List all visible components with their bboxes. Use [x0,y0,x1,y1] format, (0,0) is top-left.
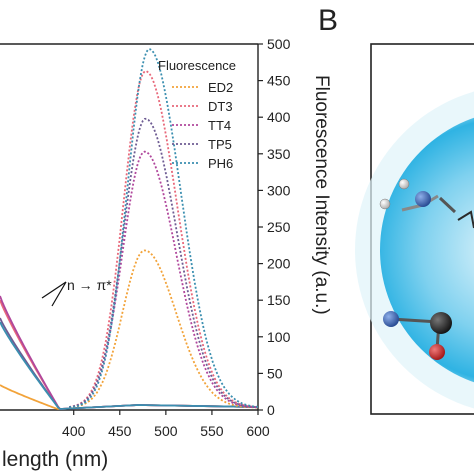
absorbance-line-2 [0,295,259,410]
bond [438,196,457,214]
legend: Fluorescence ED2 DT3 TT4 TP5 PH6 [158,58,236,171]
x-tick-label: 400 [62,423,86,439]
x-ticks: 400 450 500 550 600 [62,410,270,439]
panel-b-letter: B [318,4,338,37]
y-tick-label: 400 [267,109,291,125]
absorbance-line-3 [0,317,259,410]
legend-label-dt3: DT3 [208,99,233,114]
y-tick-label: 450 [267,73,291,89]
atom-h [398,178,410,190]
fluorescence-line-dt3 [68,70,258,409]
annotation-label: n → π* [67,277,112,293]
benzene-ring-fragment [457,210,474,229]
atom-o [429,344,445,360]
x-tick-label: 500 [154,423,178,439]
absorbance-line-0 [0,384,259,410]
absorbance-line-4 [0,321,259,410]
panel-b: B [318,4,474,415]
fluorescence-line-ph6 [69,48,258,409]
annotation: n → π* [41,277,112,307]
x-tick-label: 600 [246,423,270,439]
y-tick-label: 350 [267,146,291,162]
y-tick-label: 0 [267,402,275,418]
y-axis-right-label: Fluorescence Intensity (a.u.) [311,75,332,315]
chart-panel: 400 450 500 550 600 0 50 100 150 200 250 300 350 400… [0,36,332,471]
y-tick-label: 300 [267,182,291,198]
atom-n [383,311,399,327]
legend-label-tt4: TT4 [208,118,231,133]
y-tick-label: 100 [267,329,291,345]
y-ticks: 0 50 100 150 200 250 300 350 400 450 500 [258,36,291,418]
y-tick-label: 50 [267,365,283,381]
y-tick-label: 250 [267,219,291,235]
legend-label-ph6: PH6 [208,156,233,171]
y-tick-label: 150 [267,292,291,308]
atom-n [415,191,431,207]
y-tick-label: 500 [267,36,291,52]
x-tick-label: 550 [200,423,224,439]
x-axis-label: length (nm) [2,448,108,471]
atom-h [379,198,391,210]
legend-title: Fluorescence [158,58,236,73]
legend-label-tp5: TP5 [208,137,232,152]
annotation-pointer-line [41,281,67,299]
absorbance-curves [0,295,259,410]
fluorescence-curves [68,48,258,409]
fluorescence-line-ed2 [69,249,258,409]
annotation-pointer-line [51,281,67,307]
y-tick-label: 200 [267,256,291,272]
legend-label-ed2: ED2 [208,80,233,95]
x-tick-label: 450 [108,423,132,439]
atom-c [430,312,452,334]
